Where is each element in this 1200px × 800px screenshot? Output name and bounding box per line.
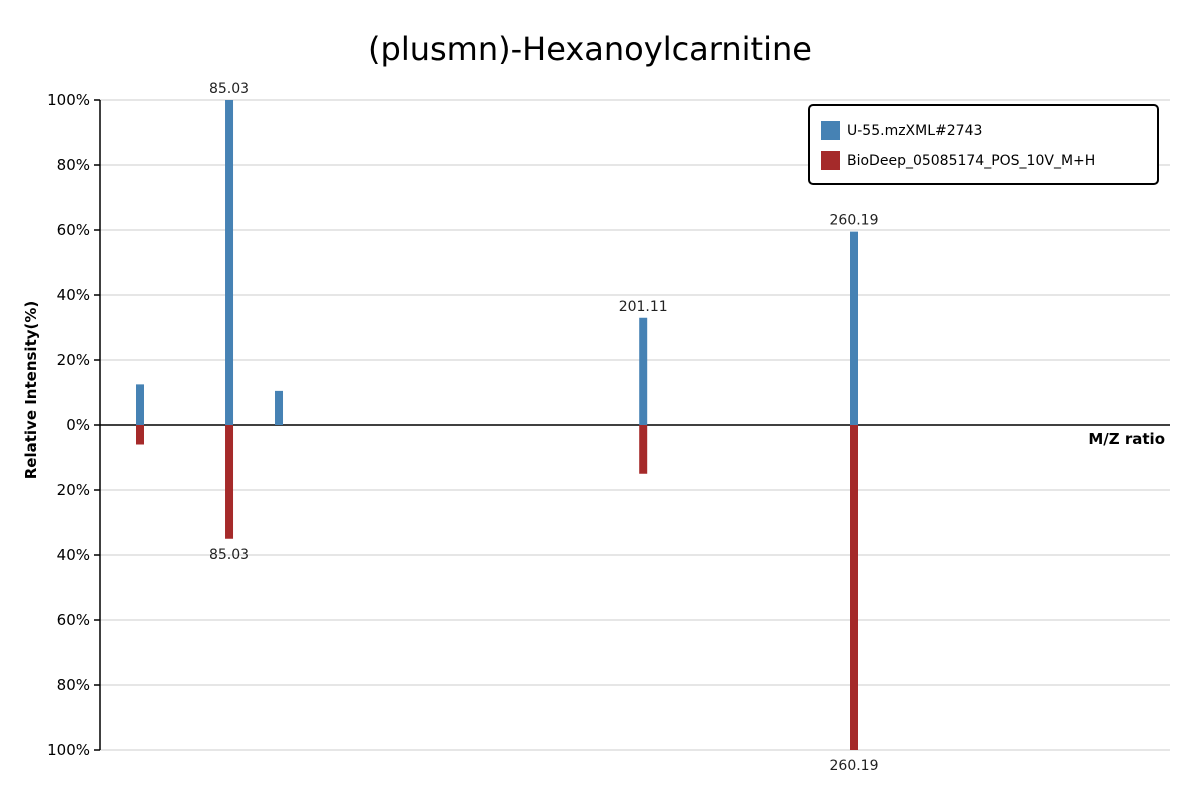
y-tick-label: 40% bbox=[57, 286, 90, 304]
legend-swatch-query bbox=[821, 121, 840, 140]
legend-swatch-reference bbox=[821, 151, 840, 170]
query-peak-bar bbox=[850, 231, 858, 425]
y-tick-label: 20% bbox=[57, 351, 90, 369]
reference-peak-bar bbox=[225, 425, 234, 539]
legend-label-query: U-55.mzXML#2743 bbox=[847, 123, 982, 139]
peak-label: 260.19 bbox=[830, 213, 879, 229]
y-tick-label: 20% bbox=[57, 481, 90, 499]
peak-bars: 85.03 201.11 260.19 85.03 260.19 bbox=[136, 81, 879, 774]
y-tick-label: 0% bbox=[66, 416, 90, 434]
query-peak-bar bbox=[275, 390, 284, 425]
y-axis-label: Relative Intensity(%) bbox=[22, 301, 40, 480]
y-tick-label: 80% bbox=[57, 156, 90, 174]
legend-label-reference: BioDeep_05085174_POS_10V_M+H bbox=[847, 153, 1095, 169]
y-tick-label: 100% bbox=[47, 91, 90, 109]
y-tick-label: 40% bbox=[57, 546, 90, 564]
chart-title: (plusmn)-Hexanoylcarnitine bbox=[368, 30, 812, 68]
reference-peak-bar bbox=[850, 425, 858, 750]
query-peak-bar bbox=[639, 317, 648, 425]
peak-label: 260.19 bbox=[830, 758, 879, 774]
y-tick-label: 80% bbox=[57, 676, 90, 694]
reference-peak-bar bbox=[136, 425, 144, 445]
grid-lines bbox=[100, 99, 1170, 751]
peak-label: 85.03 bbox=[209, 547, 249, 563]
peak-label: 85.03 bbox=[209, 81, 249, 97]
legend-box bbox=[808, 104, 1159, 185]
legend: U-55.mzXML#2743 BioDeep_05085174_POS_10V… bbox=[808, 104, 1159, 185]
query-peak-bar bbox=[136, 384, 144, 425]
y-tick-label: 60% bbox=[57, 611, 90, 629]
x-axis-label: M/Z ratio bbox=[1088, 430, 1165, 448]
y-tick-label: 100% bbox=[47, 741, 90, 759]
axes bbox=[99, 100, 1170, 750]
reference-peak-bar bbox=[639, 425, 648, 474]
peak-label: 201.11 bbox=[619, 299, 668, 315]
y-ticks: 100% 80% 60% 40% 20% 0% 20% 40% 60% 80% 100% bbox=[47, 91, 100, 759]
y-tick-label: 60% bbox=[57, 221, 90, 239]
query-peak-bar bbox=[225, 100, 234, 425]
